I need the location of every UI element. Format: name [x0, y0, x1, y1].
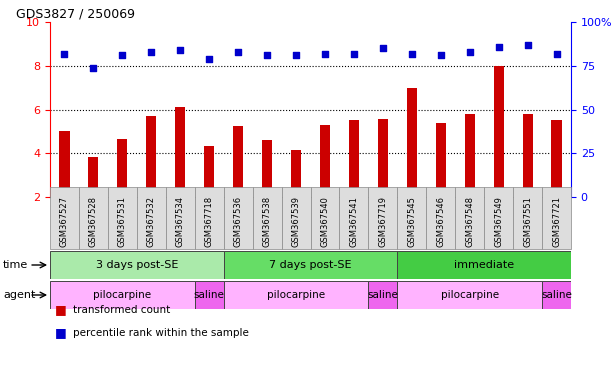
- Bar: [494, 66, 503, 197]
- Bar: [552, 121, 562, 197]
- Text: ■: ■: [55, 326, 67, 339]
- Point: [349, 50, 359, 56]
- Bar: [89, 157, 98, 197]
- Text: ■: ■: [55, 303, 67, 316]
- Point: [204, 56, 214, 62]
- Text: GSM367549: GSM367549: [494, 196, 503, 247]
- Bar: [224, 187, 252, 249]
- Bar: [349, 121, 359, 197]
- Text: GSM367536: GSM367536: [233, 196, 243, 247]
- Bar: [50, 281, 195, 309]
- Bar: [117, 139, 128, 197]
- Text: GSM367548: GSM367548: [465, 196, 474, 247]
- Text: immediate: immediate: [454, 260, 514, 270]
- Bar: [59, 131, 70, 197]
- Text: GSM367719: GSM367719: [378, 196, 387, 247]
- Text: GSM367721: GSM367721: [552, 196, 561, 247]
- Point: [378, 45, 388, 51]
- Point: [147, 49, 156, 55]
- Bar: [50, 251, 224, 279]
- Text: GSM367551: GSM367551: [523, 196, 532, 247]
- Point: [522, 42, 532, 48]
- Bar: [224, 251, 397, 279]
- Bar: [195, 281, 224, 309]
- Bar: [50, 187, 79, 249]
- Bar: [233, 126, 243, 197]
- Point: [175, 47, 185, 53]
- Text: pilocarpine: pilocarpine: [267, 290, 325, 300]
- Point: [262, 52, 272, 58]
- Bar: [79, 187, 108, 249]
- Text: percentile rank within the sample: percentile rank within the sample: [73, 328, 249, 338]
- Bar: [340, 187, 368, 249]
- Point: [117, 52, 127, 58]
- Text: GSM367539: GSM367539: [291, 196, 301, 247]
- Bar: [310, 187, 340, 249]
- Bar: [108, 187, 137, 249]
- Bar: [426, 187, 455, 249]
- Text: transformed count: transformed count: [73, 305, 170, 315]
- Point: [320, 50, 330, 56]
- Text: time: time: [3, 260, 28, 270]
- Bar: [195, 187, 224, 249]
- Point: [407, 50, 417, 56]
- Text: GSM367545: GSM367545: [408, 196, 416, 247]
- Point: [552, 50, 562, 56]
- Bar: [455, 187, 484, 249]
- Bar: [368, 281, 397, 309]
- Text: GDS3827 / 250069: GDS3827 / 250069: [16, 8, 135, 21]
- Bar: [464, 114, 475, 197]
- Bar: [542, 281, 571, 309]
- Bar: [513, 187, 542, 249]
- Bar: [204, 146, 214, 197]
- Bar: [484, 187, 513, 249]
- Point: [494, 43, 503, 50]
- Point: [60, 50, 70, 56]
- Bar: [397, 281, 542, 309]
- Point: [291, 52, 301, 58]
- Text: GSM367528: GSM367528: [89, 196, 98, 247]
- Text: pilocarpine: pilocarpine: [441, 290, 499, 300]
- Point: [89, 65, 98, 71]
- Bar: [522, 114, 533, 197]
- Bar: [224, 281, 368, 309]
- Bar: [436, 122, 446, 197]
- Text: GSM367532: GSM367532: [147, 196, 156, 247]
- Text: GSM367531: GSM367531: [118, 196, 127, 247]
- Text: GSM367527: GSM367527: [60, 196, 69, 247]
- Bar: [291, 150, 301, 197]
- Bar: [397, 187, 426, 249]
- Point: [233, 49, 243, 55]
- Bar: [378, 119, 388, 197]
- Text: GSM367534: GSM367534: [176, 196, 185, 247]
- Text: GSM367718: GSM367718: [205, 196, 214, 247]
- Point: [465, 49, 475, 55]
- Text: 7 days post-SE: 7 days post-SE: [269, 260, 352, 270]
- Bar: [397, 251, 571, 279]
- Bar: [320, 125, 330, 197]
- Text: GSM367541: GSM367541: [349, 196, 359, 247]
- Bar: [262, 140, 272, 197]
- Bar: [368, 187, 397, 249]
- Text: GSM367546: GSM367546: [436, 196, 445, 247]
- Bar: [166, 187, 195, 249]
- Bar: [542, 187, 571, 249]
- Bar: [282, 187, 310, 249]
- Point: [436, 52, 445, 58]
- Text: pilocarpine: pilocarpine: [93, 290, 152, 300]
- Bar: [252, 187, 282, 249]
- Text: 3 days post-SE: 3 days post-SE: [96, 260, 178, 270]
- Bar: [146, 116, 156, 197]
- Text: GSM367540: GSM367540: [321, 196, 329, 247]
- Text: saline: saline: [367, 290, 398, 300]
- Text: GSM367538: GSM367538: [263, 196, 271, 247]
- Text: saline: saline: [194, 290, 225, 300]
- Bar: [175, 107, 185, 197]
- Bar: [407, 88, 417, 197]
- Text: agent: agent: [3, 290, 35, 300]
- Text: saline: saline: [541, 290, 572, 300]
- Bar: [137, 187, 166, 249]
